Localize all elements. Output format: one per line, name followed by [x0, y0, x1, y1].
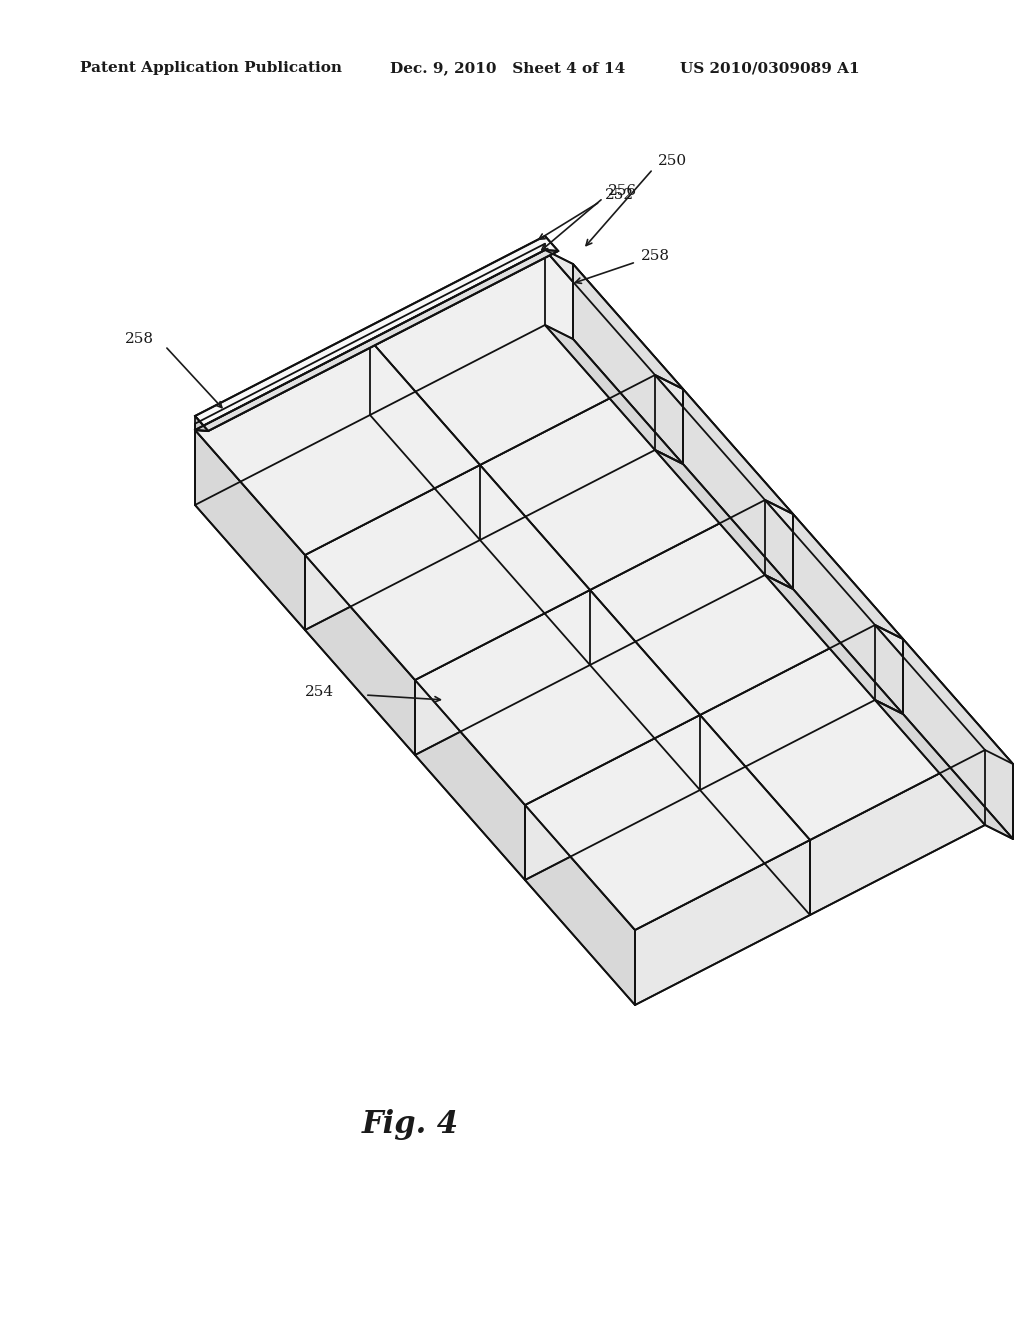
Polygon shape	[655, 375, 793, 513]
Text: Dec. 9, 2010   Sheet 4 of 14: Dec. 9, 2010 Sheet 4 of 14	[390, 61, 626, 75]
Polygon shape	[195, 236, 558, 432]
Polygon shape	[415, 590, 590, 755]
Polygon shape	[765, 500, 903, 639]
Polygon shape	[480, 375, 765, 590]
Text: 254: 254	[305, 685, 334, 700]
Polygon shape	[195, 244, 545, 430]
Polygon shape	[700, 624, 874, 789]
Polygon shape	[874, 624, 1013, 764]
Polygon shape	[370, 341, 480, 540]
Text: Patent Application Publication: Patent Application Publication	[80, 61, 342, 75]
Text: Fig. 4: Fig. 4	[361, 1110, 459, 1140]
Polygon shape	[525, 715, 810, 931]
Polygon shape	[415, 680, 525, 880]
Polygon shape	[655, 450, 793, 589]
Polygon shape	[700, 624, 985, 840]
Polygon shape	[305, 554, 415, 755]
Polygon shape	[545, 325, 683, 465]
Text: US 2010/0309089 A1: US 2010/0309089 A1	[680, 61, 859, 75]
Polygon shape	[305, 465, 590, 680]
Polygon shape	[590, 500, 874, 715]
Polygon shape	[195, 249, 558, 432]
Polygon shape	[635, 840, 810, 1005]
Polygon shape	[195, 341, 480, 554]
Polygon shape	[573, 264, 683, 465]
Text: 258: 258	[641, 249, 670, 263]
Polygon shape	[683, 389, 793, 589]
Polygon shape	[810, 750, 985, 915]
Polygon shape	[195, 416, 208, 432]
Text: 252: 252	[605, 187, 634, 202]
Polygon shape	[590, 590, 700, 789]
Polygon shape	[874, 700, 1013, 840]
Text: 256: 256	[608, 183, 637, 198]
Polygon shape	[305, 465, 480, 630]
Polygon shape	[525, 715, 700, 880]
Polygon shape	[480, 465, 590, 665]
Text: 250: 250	[658, 154, 687, 168]
Polygon shape	[545, 249, 683, 389]
Polygon shape	[590, 500, 765, 665]
Polygon shape	[415, 590, 700, 805]
Polygon shape	[525, 805, 635, 1005]
Polygon shape	[370, 249, 655, 465]
Polygon shape	[700, 715, 810, 915]
Text: 258: 258	[125, 333, 154, 346]
Polygon shape	[903, 639, 1013, 840]
Polygon shape	[793, 513, 903, 714]
Polygon shape	[195, 430, 305, 630]
Polygon shape	[765, 576, 903, 714]
Polygon shape	[480, 375, 655, 540]
